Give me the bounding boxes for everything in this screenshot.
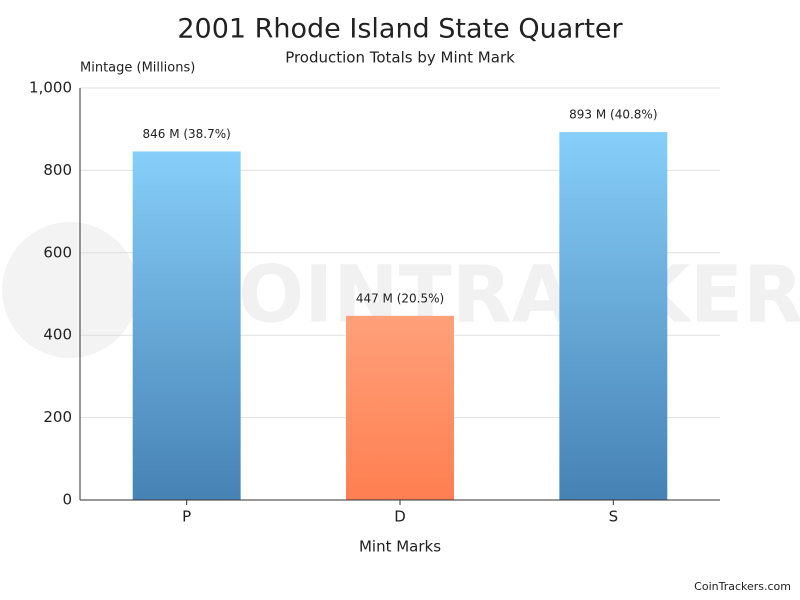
bar xyxy=(133,151,241,500)
watermark: COINTRACKERS xyxy=(181,250,800,340)
x-tick-label: P xyxy=(182,508,191,526)
value-label: 893 M (40.8%) xyxy=(569,108,657,122)
y-tick-label: 0 xyxy=(62,491,72,509)
y-tick-label: 200 xyxy=(43,408,72,426)
bar xyxy=(559,132,667,500)
y-tick-label: 1,000 xyxy=(29,79,72,97)
y-tick-label: 800 xyxy=(43,161,72,179)
x-tick-label: D xyxy=(394,508,406,526)
footer: CoinTrackers.com xyxy=(694,580,791,593)
value-label: 447 M (20.5%) xyxy=(356,291,444,305)
y-tick-label: 600 xyxy=(43,243,72,261)
bar xyxy=(346,316,454,500)
y-axis-label: Mintage (Millions) xyxy=(80,61,195,76)
chart-title: 2001 Rhode Island State Quarter xyxy=(177,14,623,45)
x-tick-label: S xyxy=(609,508,619,526)
chart-subtitle: Production Totals by Mint Mark xyxy=(285,49,515,67)
x-axis-label: Mint Marks xyxy=(359,538,441,556)
y-tick-label: 400 xyxy=(43,326,72,344)
value-label: 846 M (38.7%) xyxy=(142,127,230,141)
